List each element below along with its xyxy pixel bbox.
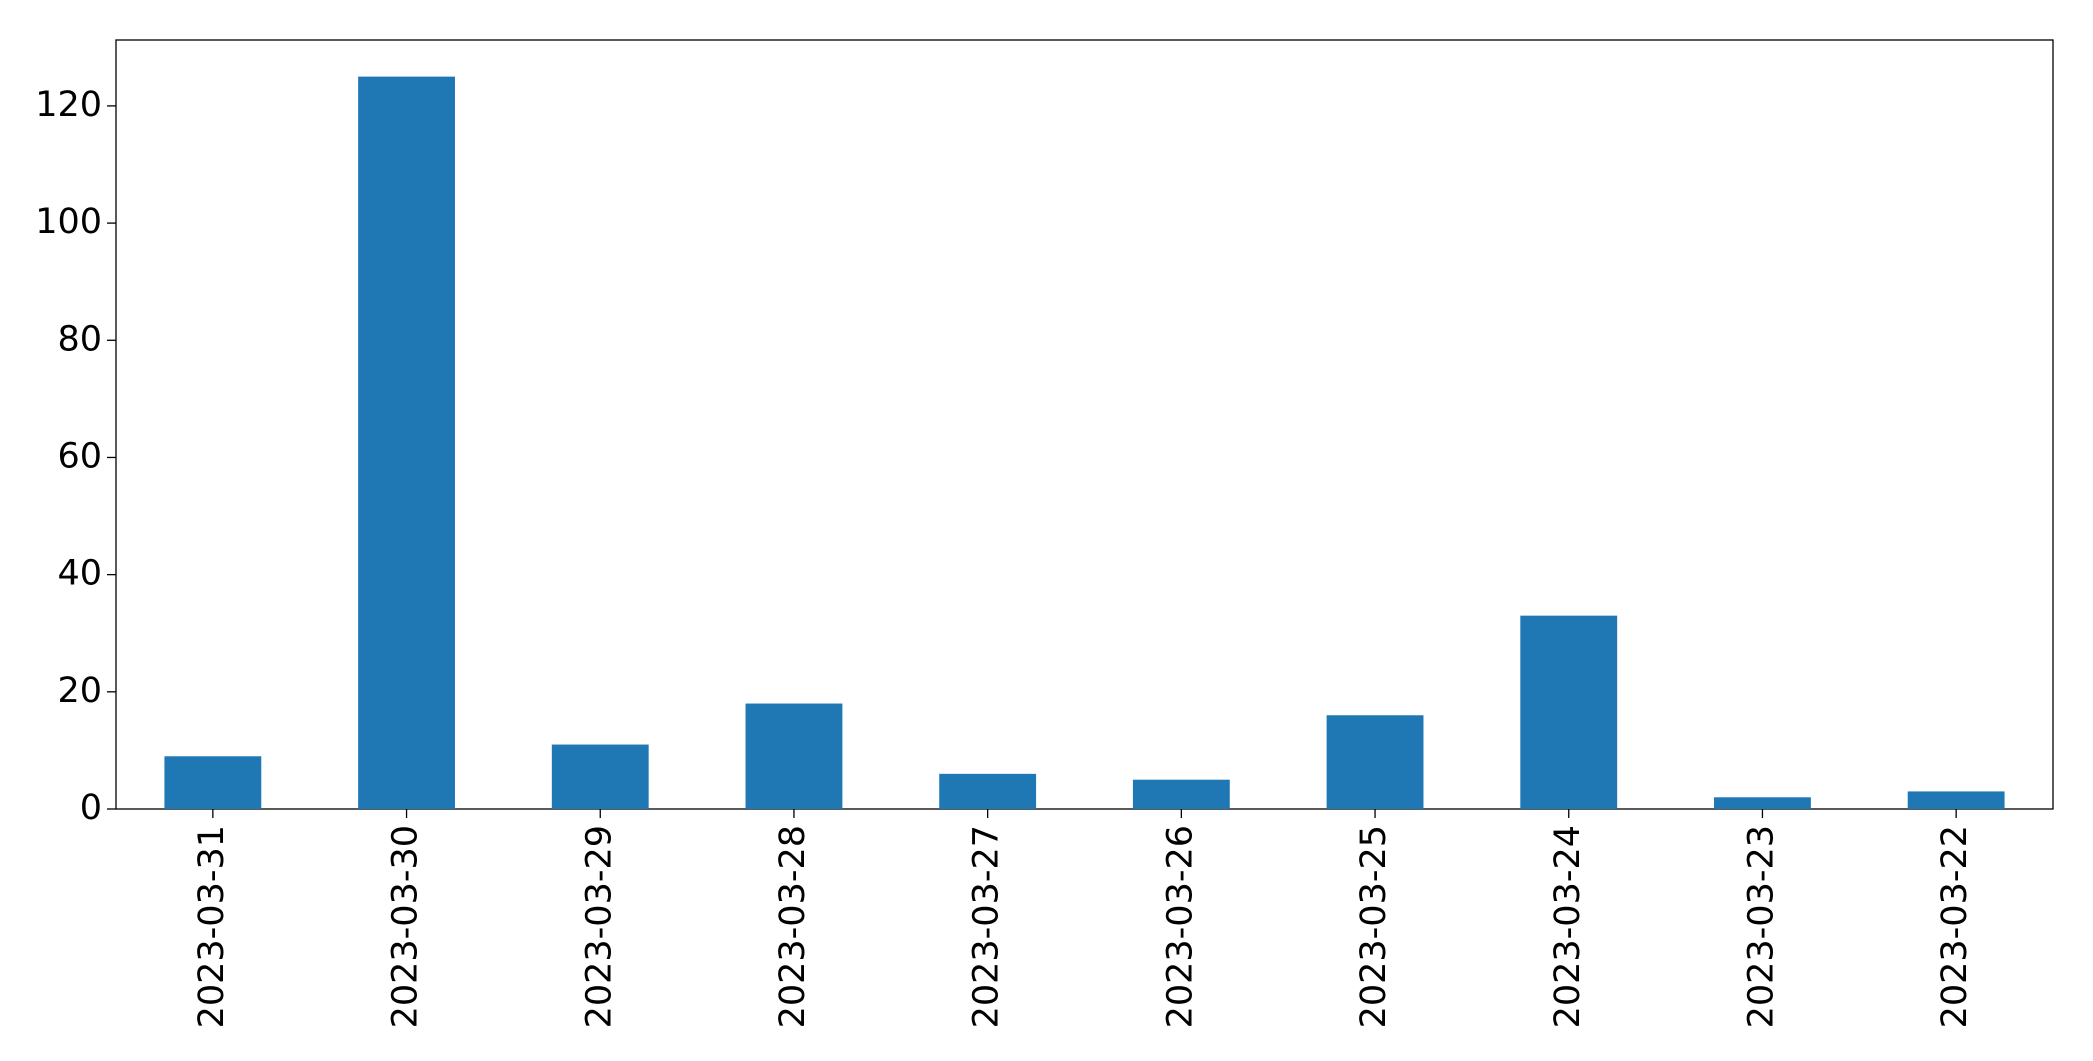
y-tick-label: 120 <box>35 85 102 125</box>
x-tick-label: 2023-03-22 <box>1935 825 1975 1028</box>
y-tick-label: 20 <box>57 671 102 711</box>
bar <box>1714 797 1811 809</box>
x-tick-label: 2023-03-30 <box>386 825 426 1028</box>
x-tick-label: 2023-03-27 <box>967 825 1007 1028</box>
bar <box>1132 779 1230 809</box>
x-tick-label: 2023-03-31 <box>192 825 232 1028</box>
y-tick-label: 100 <box>35 202 102 242</box>
x-tick-label: 2023-03-26 <box>1160 825 1200 1028</box>
x-tick-label: 2023-03-23 <box>1741 825 1781 1028</box>
bar <box>358 76 455 810</box>
bar <box>939 773 1037 809</box>
bar <box>551 744 649 809</box>
bar <box>745 703 843 809</box>
axes-frame <box>115 39 2054 810</box>
y-tick-label: 40 <box>57 554 102 594</box>
x-tick-label: 2023-03-24 <box>1548 825 1588 1028</box>
bar <box>1907 791 2005 809</box>
x-tick-label: 2023-03-28 <box>773 825 813 1028</box>
x-tick-label: 2023-03-25 <box>1354 825 1394 1028</box>
y-tick-label: 0 <box>80 788 102 828</box>
bar <box>164 756 262 809</box>
bar <box>1520 615 1618 809</box>
bar <box>1326 715 1424 809</box>
x-tick-label: 2023-03-29 <box>579 825 619 1028</box>
y-tick-label: 80 <box>57 319 102 359</box>
y-tick-label: 60 <box>57 436 102 476</box>
